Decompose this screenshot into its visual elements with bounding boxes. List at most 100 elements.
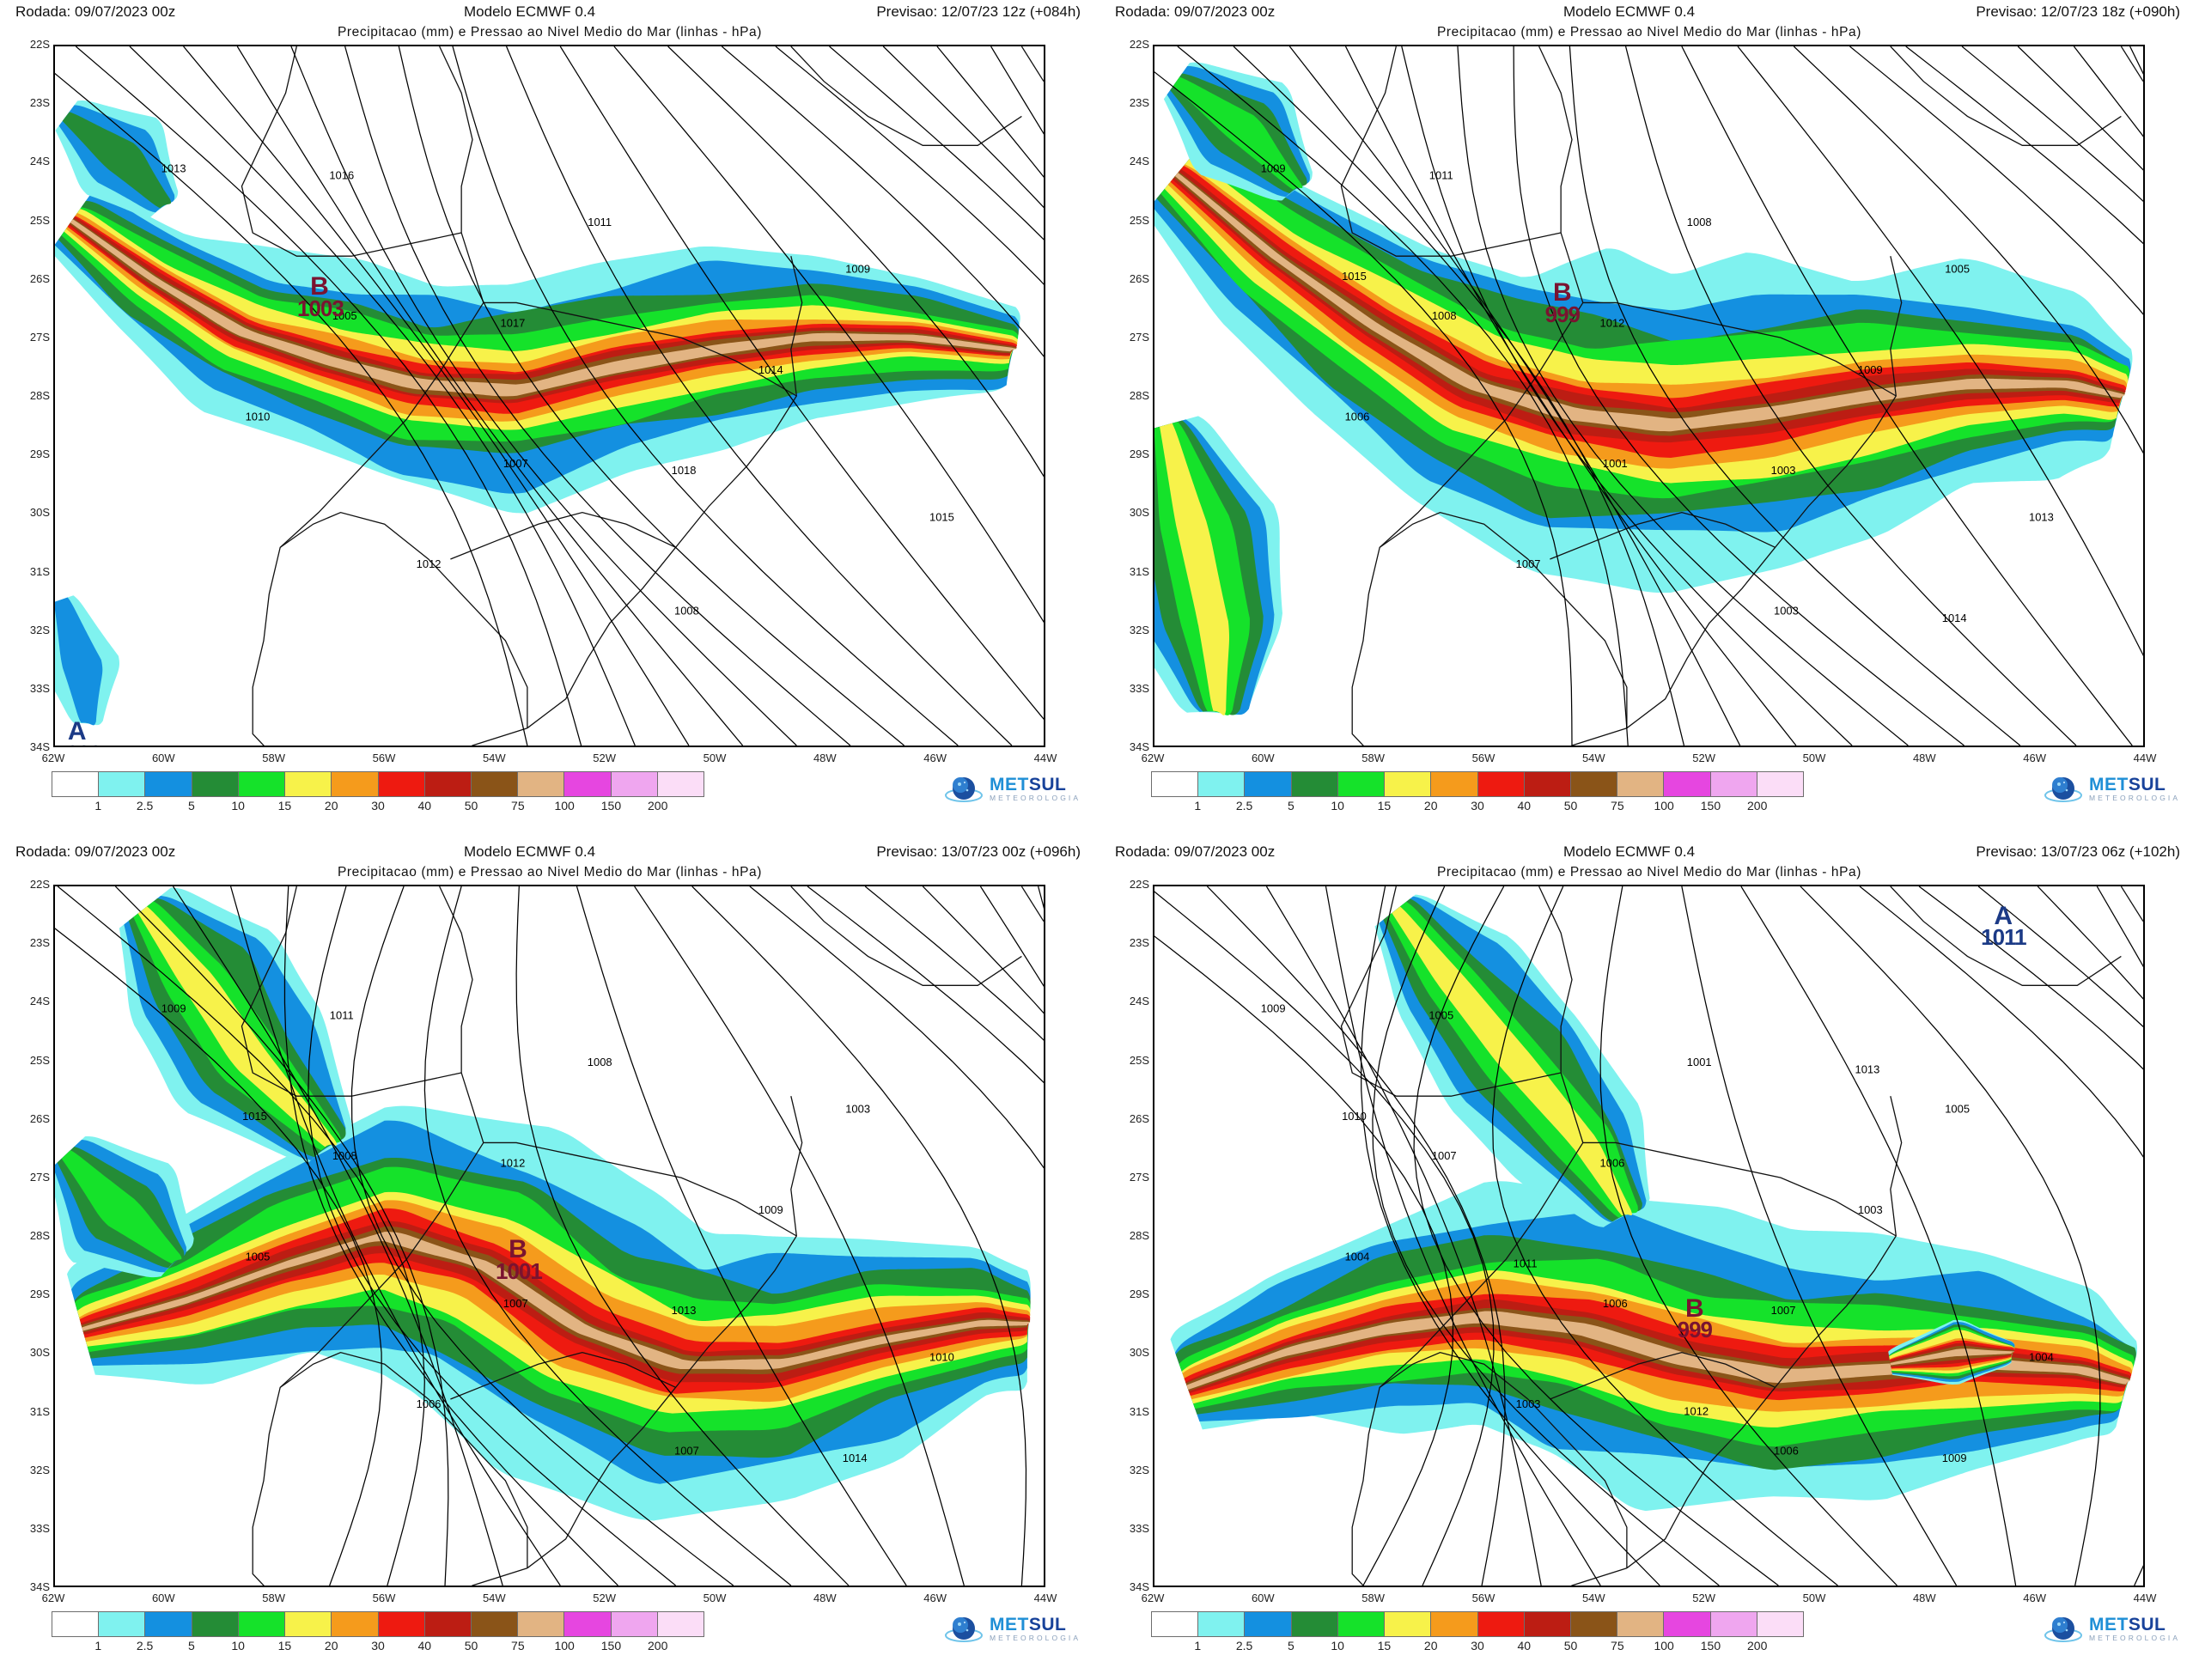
run-label: Rodada: 09/07/2023 00z bbox=[1115, 843, 1276, 860]
lat-tick-label: 28S bbox=[29, 1229, 50, 1242]
colorbar-tick-label: 2.5 bbox=[136, 799, 154, 813]
lat-tick-label: 34S bbox=[29, 740, 50, 753]
map-canvas: 1009 1008 1001 1003 1005 1006 1007 1008 1009 1013… bbox=[1154, 46, 2143, 746]
map-clip: 1009 1007 1006 1006 1005 1004 1003 1001 1003 1004… bbox=[1154, 886, 2143, 1586]
svg-text:1018: 1018 bbox=[672, 464, 697, 477]
svg-text:1008: 1008 bbox=[674, 605, 699, 618]
svg-text:1005: 1005 bbox=[332, 309, 357, 322]
lon-tick-label: 52W bbox=[593, 752, 617, 764]
lat-tick-label: 27S bbox=[29, 330, 50, 344]
svg-text:1013: 1013 bbox=[1855, 1062, 1880, 1075]
colorbar-tick-label: 15 bbox=[1377, 1639, 1392, 1653]
lat-tick-label: 32S bbox=[29, 1463, 50, 1476]
map-plot-area: 1009 1008 1001 1003 1005 1006 1007 1008 1009 1013… bbox=[1153, 45, 2145, 747]
lat-tick-label: 31S bbox=[29, 1404, 50, 1418]
colorbar-tick-label: 40 bbox=[1517, 799, 1532, 813]
svg-text:1003: 1003 bbox=[1858, 1203, 1883, 1216]
colorbar-tick-label: 75 bbox=[511, 1639, 525, 1653]
svg-text:1007: 1007 bbox=[1432, 1149, 1457, 1162]
svg-text:1003: 1003 bbox=[1516, 1397, 1541, 1410]
lat-tick-label: 23S bbox=[29, 96, 50, 110]
pressure-center-value: 1003 bbox=[297, 295, 344, 321]
map-canvas: 1013 1005 1007 1008 1009 1010 1012 1011 1014 1015… bbox=[55, 46, 1044, 746]
svg-text:1009: 1009 bbox=[1261, 1001, 1286, 1014]
colorbar-tick-label: 2.5 bbox=[136, 1639, 154, 1653]
high-pressure-center: A 1011 bbox=[1981, 904, 2026, 949]
panel-subtitle: Precipitacao (mm) e Pressao ao Nivel Med… bbox=[337, 865, 763, 880]
colorbar-swatch bbox=[1617, 772, 1665, 796]
colorbar-swatch bbox=[1524, 1612, 1571, 1636]
svg-text:1005: 1005 bbox=[1945, 263, 1970, 276]
metsul-logo: METSUL METEOROLOGIA bbox=[945, 1611, 1082, 1651]
colorbar-tick-label: 20 bbox=[1423, 1639, 1438, 1653]
lat-tick-label: 28S bbox=[1129, 389, 1149, 402]
colorbar-swatch bbox=[564, 772, 612, 796]
lon-tick-label: 62W bbox=[41, 1592, 65, 1604]
colorbar-tick-label: 30 bbox=[1471, 799, 1484, 813]
svg-text:1009: 1009 bbox=[845, 263, 870, 276]
colorbar-tick-label: 2.5 bbox=[1235, 799, 1253, 813]
colorbar-swatch bbox=[471, 1612, 519, 1636]
lon-tick-label: 52W bbox=[1692, 1592, 1716, 1604]
low-pressure-center: B 999 bbox=[1540, 280, 1585, 326]
lon-tick-label: 58W bbox=[262, 752, 286, 764]
lon-tick-label: 58W bbox=[1361, 752, 1386, 764]
isobar-lines bbox=[1154, 46, 2143, 746]
colorbar-tick-label: 50 bbox=[1563, 1639, 1578, 1653]
lat-tick-label: 34S bbox=[1129, 1580, 1149, 1593]
svg-text:1012: 1012 bbox=[1684, 1404, 1709, 1417]
colorbar-swatch bbox=[424, 1612, 472, 1636]
svg-text:1014: 1014 bbox=[758, 363, 783, 376]
colorbar-tick-label: 10 bbox=[1331, 799, 1344, 813]
lat-tick-label: 32S bbox=[29, 623, 50, 636]
map-plot-area: 1009 1007 1006 1006 1005 1004 1003 1001 1003 1004… bbox=[1153, 885, 2145, 1587]
metsul-logo: METSUL METEOROLOGIA bbox=[2044, 771, 2182, 811]
precipitation-contours bbox=[55, 100, 1020, 726]
colorbar-swatch bbox=[1245, 772, 1292, 796]
pressure-center-value: 999 bbox=[1677, 1317, 1713, 1343]
pressure-center-letter: B bbox=[310, 272, 329, 301]
logo-text: METSUL METEOROLOGIA bbox=[990, 775, 1081, 802]
lon-tick-label: 58W bbox=[1361, 1592, 1386, 1604]
precipitation-contours bbox=[1170, 894, 2138, 1512]
panel-header: Rodada: 09/07/2023 00z Modelo ECMWF 0.4 Pr… bbox=[0, 843, 1100, 864]
lat-tick-label: 23S bbox=[1129, 936, 1149, 950]
precipitation-colorbar: 1 2.5 5 10 15 20 30 40 50 75 100 150 200 bbox=[52, 1611, 704, 1656]
svg-text:1013: 1013 bbox=[672, 1304, 697, 1317]
svg-text:1004: 1004 bbox=[1345, 1250, 1370, 1263]
colorbar-swatch bbox=[611, 772, 658, 796]
colorbar-swatches bbox=[1151, 771, 1804, 797]
logo-tagline: METEOROLOGIA bbox=[2089, 794, 2181, 802]
colorbar-tick-labels: 1 2.5 5 10 15 20 30 40 50 75 100 150 200 bbox=[52, 799, 704, 816]
colorbar-swatch bbox=[1570, 1612, 1618, 1636]
colorbar-swatch bbox=[1385, 772, 1432, 796]
svg-text:1003: 1003 bbox=[845, 1103, 870, 1116]
svg-text:1009: 1009 bbox=[1858, 363, 1883, 376]
lon-tick-label: 62W bbox=[1141, 752, 1165, 764]
lat-tick-label: 26S bbox=[29, 1111, 50, 1125]
panel-header: Rodada: 09/07/2023 00z Modelo ECMWF 0.4 Pr… bbox=[0, 3, 1100, 24]
logo-text: METSUL METEOROLOGIA bbox=[2089, 775, 2180, 802]
panel-subtitle: Precipitacao (mm) e Pressao ao Nivel Med… bbox=[337, 25, 763, 40]
precipitation-colorbar: 1 2.5 5 10 15 20 30 40 50 75 100 150 200 bbox=[1151, 771, 1804, 816]
svg-text:1008: 1008 bbox=[1432, 309, 1457, 322]
lon-tick-label: 44W bbox=[1033, 752, 1057, 764]
globe-icon bbox=[2044, 777, 2082, 802]
svg-text:1006: 1006 bbox=[1774, 1445, 1799, 1458]
panel-header: Rodada: 09/07/2023 00z Modelo ECMWF 0.4 Pr… bbox=[1100, 3, 2199, 24]
colorbar-swatch bbox=[145, 1612, 192, 1636]
lon-tick-label: 44W bbox=[1033, 1592, 1057, 1604]
svg-text:1007: 1007 bbox=[503, 1297, 528, 1310]
map-plot-area: 1009 1008 1007 1007 1003 1005 1006 1008 1009 1010… bbox=[53, 885, 1045, 1587]
pressure-center-value: 1001 bbox=[496, 1258, 543, 1285]
coastline-borders bbox=[1340, 46, 2143, 746]
lat-tick-label: 29S bbox=[29, 447, 50, 461]
lat-tick-label: 26S bbox=[1129, 1111, 1149, 1125]
panel-subtitle: Precipitacao (mm) e Pressao ao Nivel Med… bbox=[1436, 25, 1862, 40]
lon-tick-label: 46W bbox=[923, 1592, 947, 1604]
metsul-logo: METSUL METEOROLOGIA bbox=[945, 771, 1082, 811]
map-canvas: 1009 1008 1007 1007 1003 1005 1006 1008 1009 1010… bbox=[55, 886, 1044, 1586]
lat-tick-label: 25S bbox=[1129, 1053, 1149, 1067]
colorbar-tick-label: 200 bbox=[1747, 1639, 1768, 1653]
